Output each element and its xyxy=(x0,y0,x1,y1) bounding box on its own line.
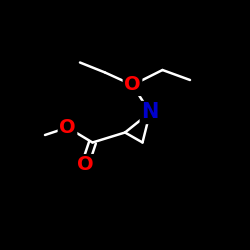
Text: N: N xyxy=(141,102,159,122)
Text: O: O xyxy=(59,118,76,137)
Text: O: O xyxy=(77,156,93,174)
Text: O: O xyxy=(124,76,141,94)
